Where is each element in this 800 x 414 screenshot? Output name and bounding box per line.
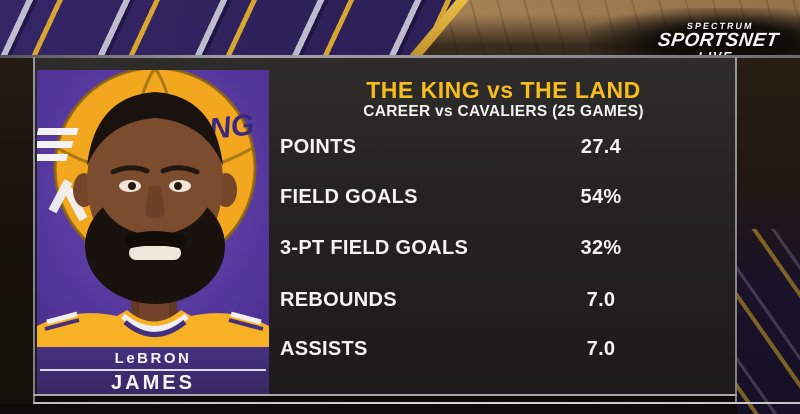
stat-value: 54% — [580, 186, 622, 208]
stat-row-rebounds: REBOUNDS 7.0 — [272, 289, 735, 311]
frame-line-bottom — [33, 402, 800, 404]
backdrop-right-column — [737, 58, 800, 414]
logo-speed-lines — [37, 128, 79, 161]
player-first-name: LeBRON — [114, 350, 192, 367]
graphic-title: THE KING vs THE LAND — [366, 77, 641, 103]
player-nameplate: LeBRON JAMES — [37, 347, 269, 395]
player-last-name: JAMES — [111, 372, 195, 394]
stat-row-points: POINTS 27.4 — [272, 136, 735, 158]
stat-row-assists: ASSISTS 7.0 — [272, 338, 735, 360]
stat-label: FIELD GOALS — [280, 186, 418, 208]
stat-label: 3-PT FIELD GOALS — [280, 237, 469, 259]
graphic-subtitle: CAREER vs CAVALIERS (25 GAMES) — [363, 103, 644, 120]
spectrum-sportsnet-logo: SPECTRUM SPORTSNET LIVE — [637, 21, 799, 57]
logo-backdrop-shade — [590, 8, 800, 57]
stat-label: REBOUNDS — [280, 289, 397, 311]
frame-line-top — [0, 55, 800, 58]
stat-value: 32% — [580, 237, 622, 259]
player-figure — [37, 92, 269, 347]
player-card: ANG — [37, 70, 269, 395]
arena-backdrop: SPECTRUM SPORTSNET LIVE — [0, 0, 800, 57]
stat-label: POINTS — [280, 136, 357, 158]
striped-banner — [0, 0, 456, 57]
backdrop-bottom-strip — [0, 404, 737, 414]
stat-row-3pt-field-goals: 3-PT FIELD GOALS 32% — [272, 237, 735, 259]
stat-value: 7.0 — [586, 338, 616, 360]
stat-value: 7.0 — [586, 289, 616, 311]
stat-label: ASSISTS — [280, 338, 368, 360]
brand-sportsnet: SPORTSNET — [656, 30, 780, 51]
stats-table: THE KING vs THE LAND CAREER vs CAVALIERS… — [272, 58, 735, 395]
stat-value: 27.4 — [580, 136, 622, 158]
player-portrait-graphic: ANG — [37, 70, 269, 347]
logo-letter-fragments — [48, 179, 88, 222]
frame-line-panel-bottom — [33, 394, 737, 396]
backdrop-left-column — [0, 58, 33, 414]
stat-row-field-goals: FIELD GOALS 54% — [272, 186, 735, 208]
nameplate-divider — [40, 369, 266, 371]
frame-line-left — [33, 57, 35, 405]
frame-line-right — [735, 57, 737, 405]
player-photo: ANG — [37, 70, 269, 347]
